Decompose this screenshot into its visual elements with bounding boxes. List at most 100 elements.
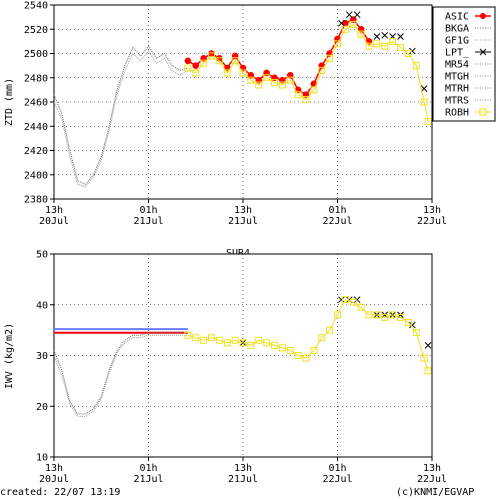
legend-label-mtrh: MTRH bbox=[445, 84, 469, 95]
ztd-series-layer bbox=[53, 11, 432, 188]
iwv-series-robh-point bbox=[310, 346, 318, 354]
ztd-series-robh-point bbox=[231, 57, 239, 65]
iwv-series-robh-point bbox=[231, 336, 239, 344]
copyright-credit: (c)KNMI/EGVAP bbox=[396, 487, 475, 498]
ztd-series-lpt-point bbox=[408, 47, 416, 55]
ztd-series-robh-point bbox=[341, 25, 349, 33]
ztd-series-robh-point bbox=[271, 79, 278, 87]
ztd-series-bkga bbox=[53, 45, 189, 186]
ztd-series-lpt-point bbox=[353, 11, 361, 19]
legend-label-bkga: BKGA bbox=[445, 24, 469, 35]
ztd-series-robh-point bbox=[349, 20, 357, 28]
ztd-series-asic-point bbox=[184, 57, 192, 65]
iwv-series-robh-point bbox=[420, 354, 428, 362]
ztd-series-gf1g bbox=[53, 50, 189, 188]
ztd-series-robh-point bbox=[404, 50, 412, 57]
iwv-series-robh-point bbox=[365, 311, 373, 319]
iwv-y-tick-label: 30 bbox=[36, 351, 48, 362]
iwv-y-ticks: 10 20 30 40 50 bbox=[36, 250, 54, 464]
iwv-series-lpt-point bbox=[338, 296, 345, 304]
ztd-series-asic-point bbox=[208, 50, 215, 57]
ztd-chart: 2380 2400 2420 2440 2460 2480 2500 2520 2540 13h… bbox=[4, 1, 496, 227]
ztd-series-robh-point bbox=[215, 57, 223, 65]
ztd-series-lpt-point bbox=[373, 33, 381, 40]
ztd-series-robh-line bbox=[187, 23, 429, 122]
ztd-series-robh-point bbox=[310, 86, 318, 94]
iwv-x-tick-hour: 01h bbox=[139, 463, 157, 474]
ztd-y-tick-label: 2460 bbox=[24, 98, 48, 109]
ztd-series-robh-point bbox=[184, 64, 192, 72]
legend-label-mtrs: MTRS bbox=[445, 96, 469, 107]
ztd-series-robh-point bbox=[420, 98, 428, 106]
ztd-series-robh-point bbox=[208, 52, 215, 60]
iwv-series-robh-point bbox=[192, 334, 200, 342]
legend-marker-robh bbox=[479, 108, 487, 116]
ztd-x-tick-date: 22Jul bbox=[417, 216, 447, 227]
iwv-plot-frame bbox=[53, 253, 433, 458]
ztd-series-robh-point bbox=[255, 81, 263, 89]
iwv-series-robh-point bbox=[424, 367, 432, 375]
iwv-x-tick-date: 21Jul bbox=[133, 474, 163, 485]
iwv-y-tick-label: 40 bbox=[36, 300, 48, 311]
iwv-series-lpt-point bbox=[424, 341, 432, 349]
ztd-y-tick-label: 2540 bbox=[24, 1, 48, 12]
ztd-series-robh-point bbox=[294, 91, 302, 99]
iwv-series-robh-point bbox=[286, 346, 294, 354]
iwv-series-bkga-line bbox=[53, 332, 188, 415]
legend-marker-asic bbox=[480, 13, 486, 19]
legend-label-gf1g: GF1G bbox=[445, 36, 469, 47]
ztd-series-robh-point bbox=[192, 69, 200, 77]
ztd-x-tick-hour: 13h bbox=[45, 205, 63, 216]
legend-label-asic: ASIC bbox=[445, 12, 469, 23]
iwv-x-tick-hour: 13h bbox=[234, 463, 252, 474]
ztd-series-robh-point bbox=[318, 66, 326, 74]
ztd-series-robh-point bbox=[200, 59, 208, 67]
iwv-series-lpt-point bbox=[353, 296, 361, 304]
iwv-y-axis-label: IWV (kg/m2) bbox=[4, 323, 15, 389]
iwv-series-robh-point bbox=[271, 341, 278, 349]
ztd-series-robh-point bbox=[263, 74, 271, 82]
ztd-x-tick-hour: 01h bbox=[139, 205, 157, 216]
iwv-series-lpt-point bbox=[408, 321, 416, 329]
ztd-series-robh-point bbox=[412, 62, 420, 70]
iwv-series-robh-point bbox=[247, 341, 255, 349]
iwv-series-robh-point bbox=[334, 311, 341, 319]
ztd-series-bkga-line bbox=[53, 45, 189, 186]
ztd-series-robh-point bbox=[286, 76, 294, 84]
ztd-y-axis-label: ZTD (mm) bbox=[4, 78, 15, 126]
iwv-series-robh-point bbox=[397, 313, 404, 321]
legend-label-mr54: MR54 bbox=[445, 60, 469, 71]
ztd-series-robh-point bbox=[365, 42, 373, 50]
ztd-series-robh bbox=[184, 20, 432, 125]
legend-label-robh: ROBH bbox=[445, 108, 469, 119]
iwv-series-robh-line bbox=[187, 299, 429, 371]
ztd-series-lpt-point bbox=[345, 11, 353, 19]
ztd-series-robh-point bbox=[357, 30, 365, 38]
iwv-series-robh-point bbox=[357, 303, 365, 311]
iwv-y-tick-label: 50 bbox=[36, 250, 48, 261]
ztd-x-tick-date: 21Jul bbox=[228, 216, 258, 227]
iwv-series-gf1g bbox=[53, 334, 188, 417]
iwv-x-tick-hour: 01h bbox=[328, 463, 346, 474]
ztd-series-robh-point bbox=[223, 69, 231, 77]
iwv-x-tick-date: 22Jul bbox=[417, 474, 447, 485]
ztd-series-robh-point bbox=[302, 96, 310, 104]
ztd-series-gf1g-line bbox=[53, 50, 189, 188]
iwv-x-tick-date: 22Jul bbox=[322, 474, 352, 485]
ztd-series-robh-point bbox=[278, 81, 286, 89]
iwv-x-tick-hour: 13h bbox=[423, 463, 441, 474]
iwv-series-robh-point bbox=[184, 331, 192, 339]
iwv-series-robh-point bbox=[239, 339, 247, 347]
iwv-series-robh-point bbox=[412, 329, 420, 337]
ztd-series-robh-point bbox=[389, 37, 397, 45]
ztd-y-tick-label: 2480 bbox=[24, 73, 48, 84]
ztd-series-robh-point bbox=[334, 40, 341, 48]
ztd-series-asic-point bbox=[192, 62, 200, 69]
legend-label-lpt: LPT_ bbox=[445, 48, 470, 59]
iwv-series-robh-point bbox=[278, 344, 286, 352]
ztd-series-robh-point bbox=[247, 76, 255, 84]
